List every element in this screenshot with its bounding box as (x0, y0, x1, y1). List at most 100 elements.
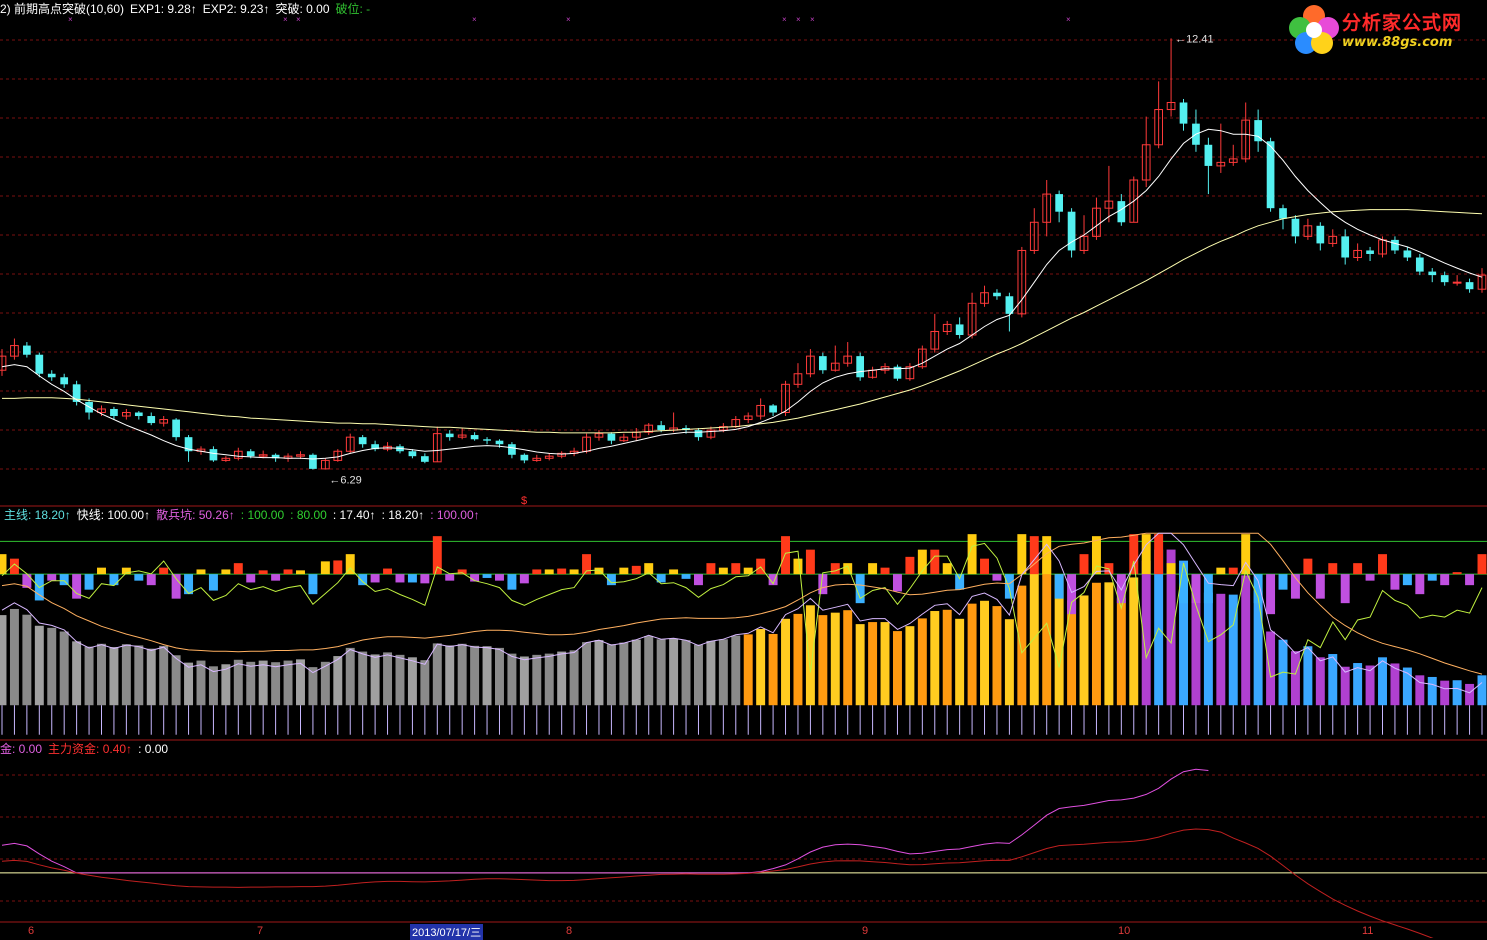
indicator-bar (656, 639, 666, 706)
indicator-bar (818, 574, 828, 595)
indicator-bar (855, 574, 865, 604)
candle-body (1266, 141, 1275, 209)
candle-body (0, 355, 7, 371)
candle (221, 456, 231, 462)
indicator-bar (72, 574, 82, 599)
candle-body (72, 384, 81, 402)
signal-marker-icon: × (472, 15, 477, 24)
candle (1254, 109, 1262, 152)
indicator-bar (1191, 574, 1201, 604)
indicator-line-violet (1, 532, 1483, 694)
indicator-bar (917, 549, 927, 575)
indicator-bar (855, 624, 865, 706)
indicator-bar (619, 567, 629, 575)
candle (743, 412, 753, 424)
candle (1017, 246, 1027, 318)
indicator-bar (482, 574, 492, 578)
indicator-header-item-2: 散兵坑: 50.26↑ (156, 508, 235, 522)
candle (1055, 190, 1063, 223)
indicator-header-item-3: : 100.00 (240, 508, 285, 522)
candle-body (544, 455, 554, 459)
candle (60, 373, 69, 388)
candle-body (358, 437, 367, 445)
indicator-header-item-7: : 100.00↑ (430, 508, 480, 522)
candle (769, 404, 777, 417)
indicator-bar (892, 574, 902, 592)
candle-body (1279, 208, 1287, 219)
indicator-bar (482, 646, 492, 706)
indicator-bar (420, 574, 430, 584)
indicator-bar (134, 645, 144, 706)
indicator-bar (470, 645, 480, 706)
indicator-bar (1042, 560, 1052, 706)
indicator-bar (1365, 665, 1375, 706)
candle-body (258, 454, 268, 457)
indicator-bar (992, 606, 1002, 706)
indicator-panel[interactable] (0, 532, 1487, 735)
indicator-bar (1452, 680, 1462, 706)
capital-flow-panel[interactable] (0, 768, 1487, 938)
indicator-bar (109, 647, 119, 706)
candle-body (1055, 194, 1063, 212)
candle-body (1328, 235, 1338, 244)
indicator-bar (407, 574, 417, 583)
indicator-bar (942, 609, 952, 706)
indicator-bar (619, 642, 629, 706)
x-label-9: 9 (862, 925, 869, 937)
candle-body (10, 345, 19, 357)
signal-marker-icon: × (1066, 15, 1071, 24)
candle-body (1129, 179, 1139, 223)
candle (1005, 292, 1014, 332)
candle-body (1428, 271, 1437, 276)
indicator-bar (917, 618, 927, 706)
indicator-bar (942, 563, 952, 575)
indicator-bar (1303, 646, 1313, 706)
candle (1029, 208, 1039, 254)
candle-body (520, 454, 529, 461)
candle-body (110, 408, 118, 417)
candle (1216, 123, 1226, 173)
indicator-bar (743, 634, 753, 706)
indicator-bar (1278, 574, 1288, 590)
candle-body (508, 444, 516, 455)
candle (72, 380, 81, 406)
indicator-bar (1340, 574, 1350, 604)
candle-body (23, 345, 31, 355)
candle (1366, 246, 1374, 262)
candle-body (1154, 109, 1163, 146)
candle (830, 345, 840, 372)
candle (110, 406, 118, 420)
indicator-bar (333, 656, 343, 706)
candle-body (694, 430, 703, 438)
candle (1415, 253, 1424, 276)
candle (1353, 243, 1362, 262)
candle (1477, 268, 1487, 293)
x-label-8: 8 (566, 925, 573, 937)
indicator-bar (1477, 675, 1487, 706)
candle (122, 408, 131, 420)
candle (358, 435, 367, 448)
candle (508, 442, 516, 459)
candle (1241, 102, 1251, 163)
indicator-bar (830, 563, 840, 575)
indicator-bar (9, 558, 19, 575)
candlestick-panel[interactable]: ←12.41 ←6.29 × × × × × × × × × $ (0, 15, 1487, 507)
candle-body (1403, 250, 1412, 258)
candle-body (1353, 249, 1362, 258)
candle (818, 352, 827, 374)
moving-average-fast (1, 128, 1483, 460)
indicator-bar (159, 567, 169, 575)
indicator-bar (656, 574, 666, 583)
candle (1141, 116, 1151, 188)
indicator-bar (1290, 651, 1300, 706)
main-header-item-4: 破位: - (335, 2, 371, 16)
indicator-bar (1353, 663, 1363, 706)
indicator-bar (1067, 600, 1077, 706)
indicator-bar (1067, 574, 1077, 615)
selected-date-label[interactable]: 2013/07/17/三 (410, 924, 484, 940)
indicator-bar (781, 618, 791, 706)
candle (520, 453, 529, 464)
indicator-bar (967, 534, 977, 575)
indicator-bar (669, 638, 679, 706)
